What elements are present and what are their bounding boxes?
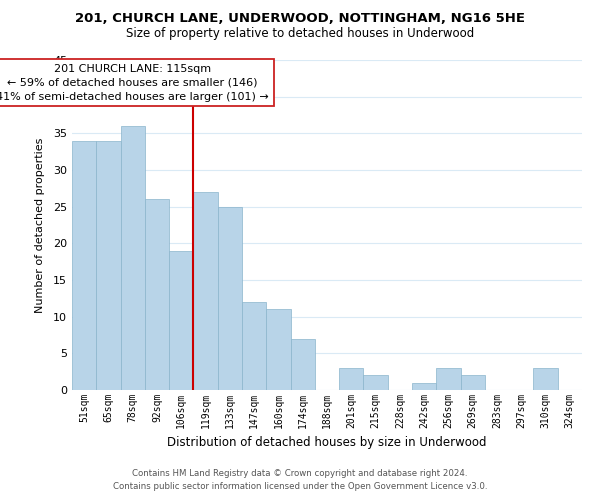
Bar (96, 140, 121, 390)
Bar (339, 368, 364, 390)
Text: Contains HM Land Registry data © Crown copyright and database right 2024.: Contains HM Land Registry data © Crown c… (132, 468, 468, 477)
Text: 201 CHURCH LANE: 115sqm
← 59% of detached houses are smaller (146)
41% of semi-d: 201 CHURCH LANE: 115sqm ← 59% of detache… (0, 64, 269, 102)
Bar (121, 126, 145, 390)
Bar (461, 376, 485, 390)
Bar (412, 382, 436, 390)
Y-axis label: Number of detached properties: Number of detached properties (35, 138, 44, 312)
X-axis label: Distribution of detached houses by size in Underwood: Distribution of detached houses by size … (167, 436, 487, 450)
Bar (290, 338, 315, 390)
Bar (169, 250, 193, 390)
Bar (266, 310, 290, 390)
Bar (218, 206, 242, 390)
Text: 201, CHURCH LANE, UNDERWOOD, NOTTINGHAM, NG16 5HE: 201, CHURCH LANE, UNDERWOOD, NOTTINGHAM,… (75, 12, 525, 26)
Bar (145, 200, 169, 390)
Bar (242, 302, 266, 390)
Bar (533, 368, 558, 390)
Text: Contains public sector information licensed under the Open Government Licence v3: Contains public sector information licen… (113, 482, 487, 491)
Bar (193, 192, 218, 390)
Bar (72, 140, 96, 390)
Bar (436, 368, 461, 390)
Bar (364, 376, 388, 390)
Text: Size of property relative to detached houses in Underwood: Size of property relative to detached ho… (126, 28, 474, 40)
